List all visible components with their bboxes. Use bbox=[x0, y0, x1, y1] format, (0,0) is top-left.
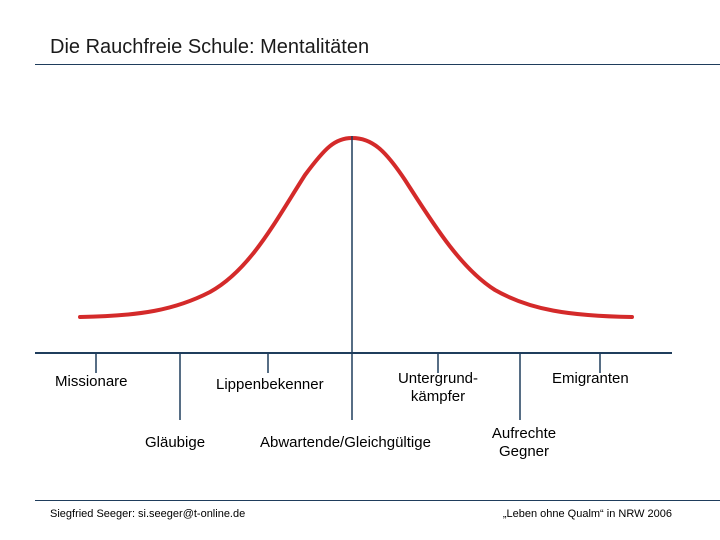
footer-author: Siegfried Seeger: si.seeger@t-online.de bbox=[50, 508, 246, 520]
label-untergrund-line2: kämpfer bbox=[410, 388, 466, 405]
label-abwartende: Abwartende/Gleichgültige bbox=[260, 434, 431, 451]
label-untergrund-line1: Untergrund- bbox=[397, 370, 479, 387]
page-title: Die Rauchfreie Schule: Mentalitäten bbox=[50, 36, 370, 58]
footer-divider bbox=[35, 500, 720, 501]
label-missionare: Missionare bbox=[55, 373, 128, 390]
label-aufrechte-line2: Gegner bbox=[498, 443, 550, 460]
footer-source: „Leben ohne Qualm“ in NRW 2006 bbox=[502, 508, 672, 520]
bell-curve bbox=[78, 135, 634, 319]
label-aufrechte-line1: Aufrechte bbox=[491, 425, 557, 442]
label-lippenbekenner: Lippenbekenner bbox=[216, 376, 324, 393]
label-glaeubige: Gläubige bbox=[145, 434, 206, 451]
label-untergrundkaempfer: Untergrund- kämpfer bbox=[388, 370, 488, 406]
label-emigranten: Emigranten bbox=[552, 370, 629, 387]
label-aufrechte-gegner: Aufrechte Gegner bbox=[474, 425, 574, 461]
title-divider bbox=[35, 64, 720, 65]
